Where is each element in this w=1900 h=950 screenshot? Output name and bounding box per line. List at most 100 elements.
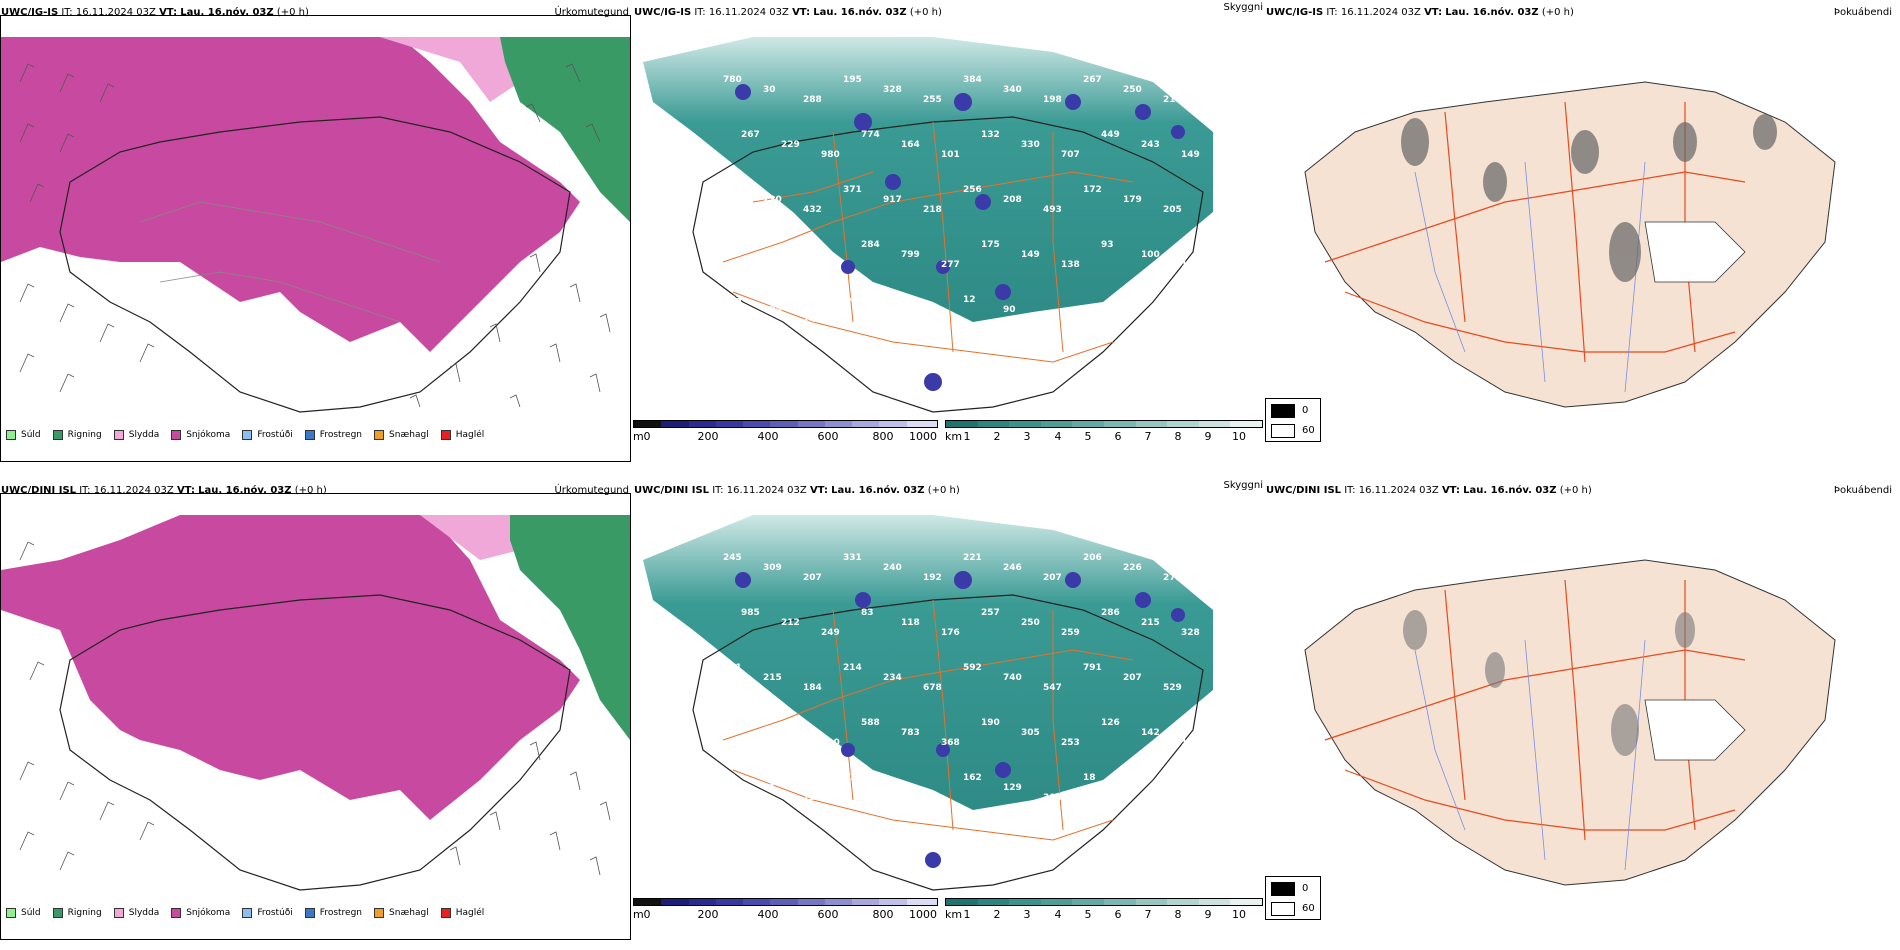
panel-header: UWC/IG-IS IT: 16.11.2024 03Z VT: Lau. 16… — [1266, 7, 1574, 18]
visibility-peak-label: 129 — [1003, 783, 1022, 793]
visibility-map: 245 309 207 331 240 192 221 246 207 206 226 272 985 2… — [643, 515, 1213, 891]
legend-item-snow: Snjókoma — [171, 430, 230, 440]
visibility-peak-label: 226 — [1123, 563, 1142, 573]
river-network — [1414, 161, 1646, 393]
visibility-peak-label: 956 — [781, 250, 800, 260]
visibility-peak-label: 144 — [803, 315, 822, 325]
visibility-peak-label: 149 — [1021, 250, 1040, 260]
road-network — [722, 599, 1134, 841]
visibility-peak-labels: 780 30 288 195 328 255 384 340 198 267 250 219 267 22… — [723, 75, 1200, 325]
visibility-peak-label: 205 — [1163, 205, 1182, 215]
visibility-peak-label: 138 — [1061, 260, 1080, 270]
panel-header: UWC/IG-IS IT: 16.11.2024 03Z VT: Lau. 16… — [634, 7, 942, 18]
visibility-peak-label: 328 — [1181, 628, 1200, 638]
visibility-peak-label: 198 — [1043, 95, 1062, 105]
fog-panel: UWC/DINI ISL IT: 16.11.2024 03Z VT: Lau.… — [1265, 478, 1900, 948]
visibility-peak-label: 132 — [803, 793, 822, 803]
visibility-peak-label: 41 — [923, 315, 936, 325]
visibility-peak-label: 12 — [1043, 315, 1056, 325]
visibility-panel: UWC/IG-IS IT: 16.11.2024 03Z VT: Lau. 16… — [633, 0, 1265, 470]
precip-legend: Súld Rigning Slydda Snjókoma Frostúði Fr… — [6, 908, 496, 918]
map-frame — [0, 15, 631, 462]
visibility-peak-label: 288 — [803, 95, 822, 105]
visibility-peak-label: 144 — [843, 295, 862, 305]
precip-type-panel: UWC/DINI ISL IT: 16.11.2024 03Z VT: Lau.… — [0, 478, 633, 948]
visibility-peak-label: 142 — [1141, 728, 1160, 738]
model-row-2: UWC/DINI ISL IT: 16.11.2024 03Z VT: Lau.… — [0, 478, 1900, 948]
visibility-peak-label: 207 — [1043, 573, 1062, 583]
panel-title-precip: Úrkomutegund — [554, 7, 629, 18]
visibility-peak-label: 132 — [981, 130, 1000, 140]
visibility-colorbar-m: m 0 200 400 600 800 1000 — [633, 898, 938, 921]
visibility-peak-label: 243 — [1141, 140, 1160, 150]
fog-legend: 0 60 — [1265, 398, 1321, 442]
legend-item-sleet: Slydda — [113, 430, 159, 440]
visibility-peak-label: 184 — [803, 683, 822, 693]
panel-header: UWC/DINI ISL IT: 16.11.2024 03Z VT: Lau.… — [634, 485, 960, 496]
sleet-area — [420, 515, 520, 560]
panel-title-visibility: Skyggni — [1223, 480, 1263, 491]
visibility-peak-label: 18 — [1083, 773, 1096, 783]
visibility-peak-label: 257 — [981, 608, 1000, 618]
precip-type-map — [1, 37, 630, 422]
fog-map — [1304, 81, 1836, 408]
visibility-peak-label: 172 — [1083, 185, 1102, 195]
legend-item-rain: Rigning — [52, 430, 102, 440]
visibility-peak-label: 163 — [723, 295, 742, 305]
visibility-peak-label: 494 — [763, 305, 782, 315]
fog-map — [1304, 559, 1836, 886]
visibility-peak-label: 215 — [1141, 618, 1160, 628]
visibility-peak-label: 206 — [1083, 553, 1102, 563]
visibility-peak-label: 210 — [843, 773, 862, 783]
visibility-peak-label: 245 — [723, 553, 742, 563]
visibility-peak-label: 212 — [781, 618, 800, 628]
visibility-peak-label: 432 — [803, 205, 822, 215]
sleet-area — [380, 37, 520, 102]
visibility-peak-label: 100 — [1141, 250, 1160, 260]
visibility-peak-label: 246 — [1003, 563, 1022, 573]
visibility-peak-label: 354 — [781, 728, 800, 738]
legend-item-snow-pellets: Snæhagl — [374, 908, 429, 918]
visibility-peak-label: 146 — [1181, 738, 1200, 748]
land-area — [1304, 559, 1836, 886]
visibility-peak-label: 508 — [741, 240, 760, 250]
visibility-peak-label: 799 — [901, 250, 920, 260]
precip-legend: Súld Rigning Slydda Snjókoma Frostúði Fr… — [6, 430, 496, 440]
visibility-peak-label: 164 — [901, 140, 920, 150]
visibility-peak-label: 783 — [901, 728, 920, 738]
visibility-peak-label: 192 — [923, 573, 942, 583]
fog-panel: UWC/IG-IS IT: 16.11.2024 03Z VT: Lau. 16… — [1265, 0, 1900, 470]
visibility-peak-label: 328 — [883, 85, 902, 95]
legend-item-freezing-rain: Frostregn — [304, 430, 362, 440]
visibility-peak-label: 384 — [963, 75, 982, 85]
visibility-peak-label: 277 — [941, 260, 960, 270]
visibility-peak-label: 449 — [1101, 130, 1120, 140]
visibility-peak-label: 529 — [1163, 683, 1182, 693]
legend-item-freezing-drizzle: Frostúði — [242, 908, 293, 918]
visibility-peak-label: 234 — [883, 673, 902, 683]
visibility-peak-label: 214 — [843, 663, 862, 673]
visibility-colorbar-km: km 1 2 3 4 5 6 7 8 9 10 — [945, 898, 1263, 921]
legend-item-hail: Haglél — [440, 430, 484, 440]
legend-item-sleet: Slydda — [113, 908, 159, 918]
rain-area — [510, 515, 630, 740]
river-network — [1414, 639, 1646, 871]
visibility-peak-label: 368 — [941, 738, 960, 748]
visibility-peak-label: 90 — [1003, 305, 1016, 315]
legend-item-rain: Rigning — [52, 908, 102, 918]
visibility-colorbar-km: km 1 2 3 4 5 6 7 8 9 10 — [945, 420, 1263, 443]
model-row-1: UWC/IG-IS IT: 16.11.2024 03Z VT: Lau. 16… — [0, 0, 1900, 470]
visibility-peak-label: 207 — [1123, 673, 1142, 683]
visibility-peak-label: 780 — [723, 75, 742, 85]
visibility-peak-label: 304 — [1043, 793, 1062, 803]
visibility-peak-label: 253 — [1061, 738, 1080, 748]
visibility-peak-label: 30 — [763, 85, 776, 95]
visibility-peak-label: 284 — [861, 240, 880, 250]
visibility-peak-label: 190 — [723, 185, 742, 195]
visibility-peak-label: 309 — [763, 563, 782, 573]
visibility-panel: UWC/DINI ISL IT: 16.11.2024 03Z VT: Lau.… — [633, 478, 1265, 948]
panel-title-visibility: Skyggni — [1223, 2, 1263, 13]
legend-item-freezing-rain: Frostregn — [304, 908, 362, 918]
visibility-peak-labels: 245 309 207 331 240 192 221 246 207 206 226 272 985 2… — [723, 553, 1200, 803]
land-area — [1304, 81, 1836, 408]
